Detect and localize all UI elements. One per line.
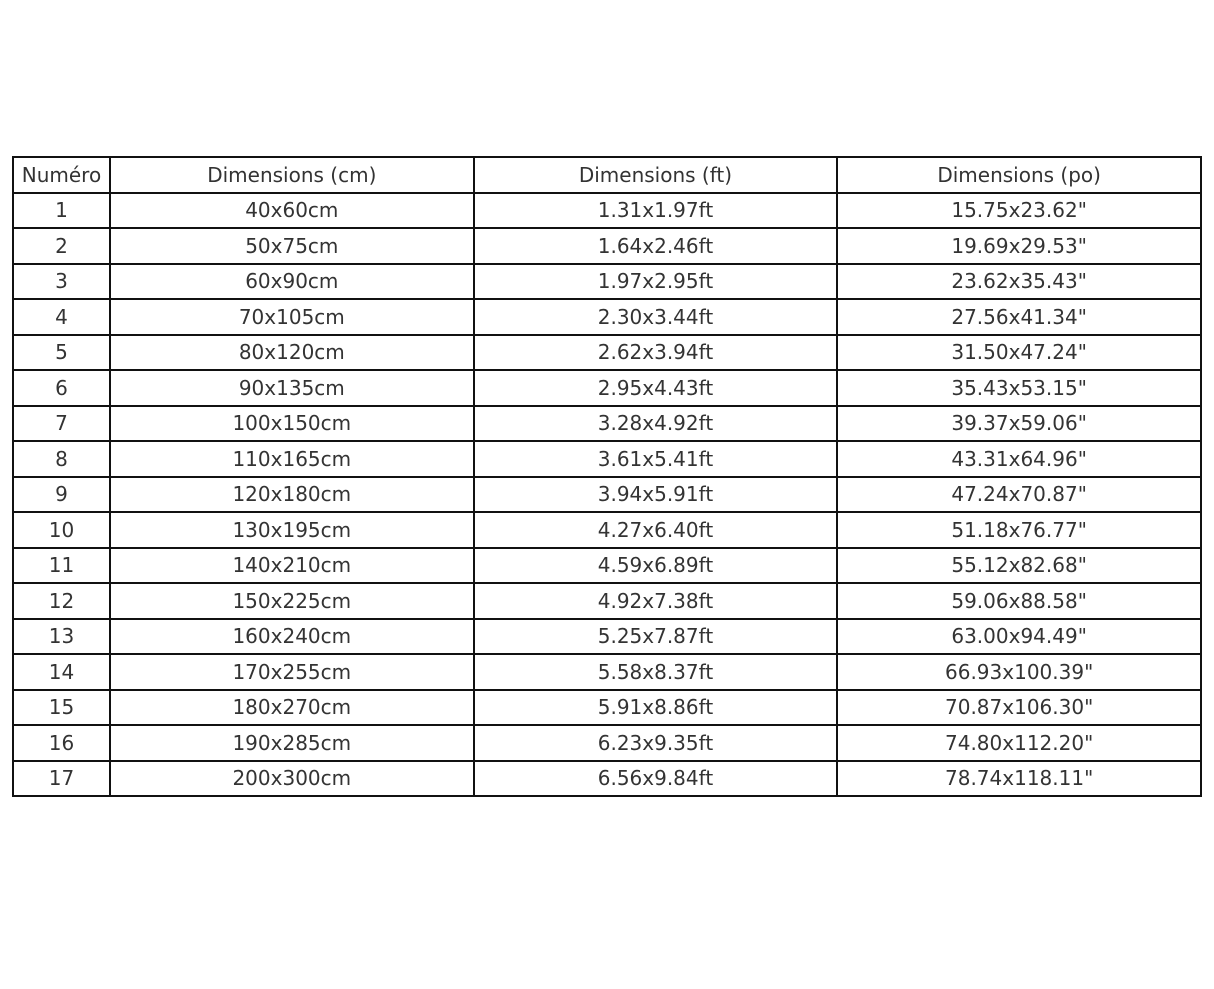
cell-number: 13 bbox=[12, 617, 111, 655]
cell-dimensions-cm: 150x225cm bbox=[108, 582, 475, 620]
cell-number: 12 bbox=[12, 582, 111, 620]
table-row: 4 70x105cm 2.30x3.44ft 27.56x41.34" bbox=[12, 298, 1202, 336]
cell-dimensions-in: 15.75x23.62" bbox=[836, 191, 1202, 229]
cell-dimensions-in: 43.31x64.96" bbox=[836, 440, 1202, 478]
cell-dimensions-ft: 6.23x9.35ft bbox=[472, 724, 839, 762]
cell-number: 9 bbox=[12, 475, 111, 513]
cell-dimensions-in: 55.12x82.68" bbox=[836, 546, 1202, 584]
cell-dimensions-ft: 1.31x1.97ft bbox=[472, 191, 839, 229]
cell-number: 3 bbox=[12, 262, 111, 300]
table-row: 5 80x120cm 2.62x3.94ft 31.50x47.24" bbox=[12, 333, 1202, 371]
cell-number: 15 bbox=[12, 688, 111, 726]
cell-dimensions-in: 59.06x88.58" bbox=[836, 582, 1202, 620]
cell-dimensions-in: 35.43x53.15" bbox=[836, 369, 1202, 407]
table-row: 7 100x150cm 3.28x4.92ft 39.37x59.06" bbox=[12, 404, 1202, 442]
cell-dimensions-cm: 90x135cm bbox=[108, 369, 475, 407]
cell-dimensions-in: 31.50x47.24" bbox=[836, 333, 1202, 371]
cell-dimensions-cm: 200x300cm bbox=[108, 759, 475, 797]
cell-dimensions-ft: 3.94x5.91ft bbox=[472, 475, 839, 513]
cell-number: 1 bbox=[12, 191, 111, 229]
table-row: 9 120x180cm 3.94x5.91ft 47.24x70.87" bbox=[12, 475, 1202, 513]
cell-dimensions-cm: 140x210cm bbox=[108, 546, 475, 584]
cell-dimensions-in: 66.93x100.39" bbox=[836, 653, 1202, 691]
cell-number: 2 bbox=[12, 227, 111, 265]
cell-number: 14 bbox=[12, 653, 111, 691]
table-body: 1 40x60cm 1.31x1.97ft 15.75x23.62" 2 50x75cm 1… bbox=[12, 191, 1202, 797]
cell-dimensions-in: 27.56x41.34" bbox=[836, 298, 1202, 336]
cell-dimensions-cm: 120x180cm bbox=[108, 475, 475, 513]
cell-dimensions-ft: 5.25x7.87ft bbox=[472, 617, 839, 655]
cell-dimensions-ft: 5.58x8.37ft bbox=[472, 653, 839, 691]
cell-number: 17 bbox=[12, 759, 111, 797]
cell-dimensions-in: 23.62x35.43" bbox=[836, 262, 1202, 300]
cell-dimensions-ft: 2.62x3.94ft bbox=[472, 333, 839, 371]
table-row: 10 130x195cm 4.27x6.40ft 51.18x76.77" bbox=[12, 511, 1202, 549]
cell-dimensions-cm: 70x105cm bbox=[108, 298, 475, 336]
table-row: 8 110x165cm 3.61x5.41ft 43.31x64.96" bbox=[12, 440, 1202, 478]
cell-dimensions-cm: 50x75cm bbox=[108, 227, 475, 265]
cell-dimensions-in: 63.00x94.49" bbox=[836, 617, 1202, 655]
cell-dimensions-in: 78.74x118.11" bbox=[836, 759, 1202, 797]
cell-dimensions-in: 74.80x112.20" bbox=[836, 724, 1202, 762]
cell-number: 6 bbox=[12, 369, 111, 407]
cell-dimensions-cm: 40x60cm bbox=[108, 191, 475, 229]
cell-dimensions-ft: 4.92x7.38ft bbox=[472, 582, 839, 620]
table-row: 3 60x90cm 1.97x2.95ft 23.62x35.43" bbox=[12, 262, 1202, 300]
header-number: Numéro bbox=[12, 156, 111, 194]
cell-dimensions-ft: 2.95x4.43ft bbox=[472, 369, 839, 407]
cell-dimensions-ft: 4.59x6.89ft bbox=[472, 546, 839, 584]
cell-dimensions-cm: 130x195cm bbox=[108, 511, 475, 549]
table-row: 16 190x285cm 6.23x9.35ft 74.80x112.20" bbox=[12, 724, 1202, 762]
cell-number: 8 bbox=[12, 440, 111, 478]
cell-dimensions-in: 47.24x70.87" bbox=[836, 475, 1202, 513]
table-row: 2 50x75cm 1.64x2.46ft 19.69x29.53" bbox=[12, 227, 1202, 265]
cell-dimensions-ft: 4.27x6.40ft bbox=[472, 511, 839, 549]
cell-dimensions-ft: 1.97x2.95ft bbox=[472, 262, 839, 300]
cell-dimensions-cm: 190x285cm bbox=[108, 724, 475, 762]
cell-dimensions-in: 51.18x76.77" bbox=[836, 511, 1202, 549]
table-row: 12 150x225cm 4.92x7.38ft 59.06x88.58" bbox=[12, 582, 1202, 620]
cell-dimensions-ft: 5.91x8.86ft bbox=[472, 688, 839, 726]
cell-dimensions-cm: 80x120cm bbox=[108, 333, 475, 371]
cell-dimensions-in: 70.87x106.30" bbox=[836, 688, 1202, 726]
cell-number: 5 bbox=[12, 333, 111, 371]
table-row: 15 180x270cm 5.91x8.86ft 70.87x106.30" bbox=[12, 688, 1202, 726]
table-row: 6 90x135cm 2.95x4.43ft 35.43x53.15" bbox=[12, 369, 1202, 407]
header-dimensions-ft: Dimensions (ft) bbox=[472, 156, 839, 194]
cell-dimensions-ft: 3.61x5.41ft bbox=[472, 440, 839, 478]
cell-dimensions-in: 39.37x59.06" bbox=[836, 404, 1202, 442]
cell-dimensions-in: 19.69x29.53" bbox=[836, 227, 1202, 265]
cell-number: 11 bbox=[12, 546, 111, 584]
cell-dimensions-cm: 170x255cm bbox=[108, 653, 475, 691]
table-row: 17 200x300cm 6.56x9.84ft 78.74x118.11" bbox=[12, 759, 1202, 797]
header-dimensions-in: Dimensions (po) bbox=[836, 156, 1202, 194]
cell-dimensions-cm: 110x165cm bbox=[108, 440, 475, 478]
cell-number: 7 bbox=[12, 404, 111, 442]
cell-number: 4 bbox=[12, 298, 111, 336]
table-row: 11 140x210cm 4.59x6.89ft 55.12x82.68" bbox=[12, 546, 1202, 584]
cell-dimensions-cm: 100x150cm bbox=[108, 404, 475, 442]
cell-dimensions-cm: 160x240cm bbox=[108, 617, 475, 655]
header-dimensions-cm: Dimensions (cm) bbox=[108, 156, 475, 194]
size-conversion-table: Numéro Dimensions (cm) Dimensions (ft) D… bbox=[12, 156, 1202, 797]
table-row: 14 170x255cm 5.58x8.37ft 66.93x100.39" bbox=[12, 653, 1202, 691]
cell-dimensions-ft: 1.64x2.46ft bbox=[472, 227, 839, 265]
cell-dimensions-ft: 3.28x4.92ft bbox=[472, 404, 839, 442]
cell-dimensions-ft: 2.30x3.44ft bbox=[472, 298, 839, 336]
header-row: Numéro Dimensions (cm) Dimensions (ft) D… bbox=[12, 156, 1202, 194]
table-row: 1 40x60cm 1.31x1.97ft 15.75x23.62" bbox=[12, 191, 1202, 229]
cell-number: 16 bbox=[12, 724, 111, 762]
cell-dimensions-ft: 6.56x9.84ft bbox=[472, 759, 839, 797]
cell-dimensions-cm: 180x270cm bbox=[108, 688, 475, 726]
cell-number: 10 bbox=[12, 511, 111, 549]
cell-dimensions-cm: 60x90cm bbox=[108, 262, 475, 300]
table-row: 13 160x240cm 5.25x7.87ft 63.00x94.49" bbox=[12, 617, 1202, 655]
